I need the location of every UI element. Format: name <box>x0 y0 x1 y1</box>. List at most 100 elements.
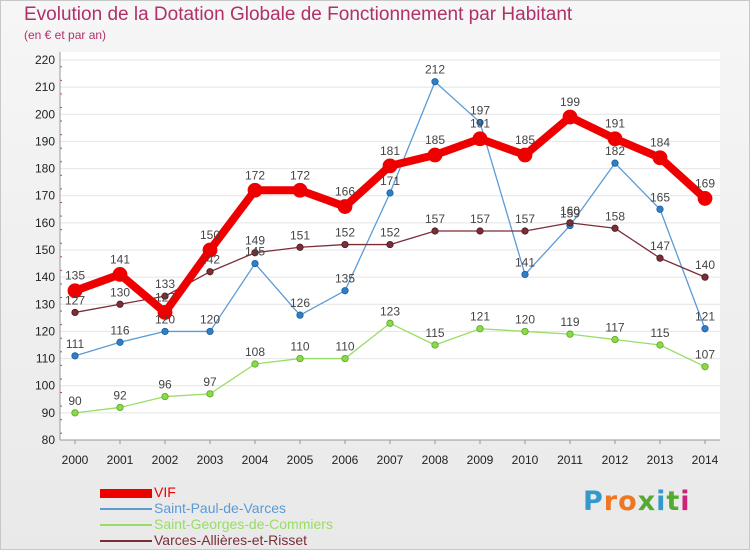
data-label: 92 <box>113 388 127 402</box>
data-label: 197 <box>470 103 490 117</box>
data-point <box>161 292 169 300</box>
data-label: 107 <box>695 348 715 362</box>
proxiti-logo: Proxiti <box>583 486 691 517</box>
data-point <box>71 352 79 360</box>
y-tick-label: 210 <box>35 80 55 94</box>
x-tick-label: 2004 <box>242 453 269 467</box>
data-point <box>251 259 259 268</box>
x-tick-label: 2003 <box>197 453 224 467</box>
data-label: 157 <box>425 212 445 226</box>
data-point <box>296 354 304 363</box>
data-label: 141 <box>110 252 130 266</box>
data-point <box>341 354 349 363</box>
data-label: 171 <box>380 174 400 188</box>
data-label: 110 <box>335 340 354 354</box>
data-point <box>157 305 173 320</box>
data-label: 135 <box>65 269 85 283</box>
legend-swatch <box>100 524 152 526</box>
data-label: 152 <box>380 226 400 240</box>
data-label: 120 <box>155 312 175 326</box>
data-point <box>701 325 709 333</box>
data-label: 165 <box>650 190 670 204</box>
x-tick-label: 2012 <box>602 453 629 467</box>
data-label: 133 <box>155 277 175 291</box>
data-point <box>472 131 488 147</box>
data-label: 149 <box>245 234 265 248</box>
data-label: 111 <box>66 337 85 351</box>
data-point <box>296 311 304 319</box>
data-point <box>116 300 124 308</box>
x-tick-label: 2014 <box>692 453 719 467</box>
data-point <box>247 182 263 198</box>
data-label: 159 <box>560 207 580 221</box>
x-tick-label: 2008 <box>422 453 449 467</box>
data-point <box>67 283 83 299</box>
y-tick-label: 140 <box>35 270 55 284</box>
data-point <box>476 227 484 235</box>
data-point <box>562 109 578 125</box>
y-tick-label: 220 <box>35 53 55 67</box>
y-tick-label: 190 <box>35 134 55 148</box>
data-label: 96 <box>158 378 172 392</box>
data-point <box>697 191 713 206</box>
data-point <box>607 131 623 147</box>
data-point <box>112 267 128 282</box>
data-label: 126 <box>290 296 310 310</box>
data-point <box>202 242 218 258</box>
data-label: 116 <box>110 323 129 337</box>
data-label: 185 <box>425 133 445 147</box>
chart-title: Evolution de la Dotation Globale de Fonc… <box>24 4 573 25</box>
data-point <box>161 327 169 336</box>
data-label: 166 <box>335 185 355 199</box>
x-tick-label: 2001 <box>107 453 134 467</box>
data-label: 151 <box>290 228 310 242</box>
data-point <box>341 240 349 249</box>
data-point <box>476 325 484 333</box>
data-label: 172 <box>290 168 310 182</box>
y-tick-label: 80 <box>42 433 56 447</box>
data-label: 90 <box>68 394 82 408</box>
data-point <box>431 78 439 86</box>
data-point <box>116 403 124 412</box>
data-point <box>116 338 124 346</box>
data-label: 115 <box>650 326 669 340</box>
data-label: 141 <box>515 255 535 269</box>
data-label: 108 <box>245 345 265 359</box>
data-label: 150 <box>200 228 220 242</box>
data-label: 135 <box>335 272 355 286</box>
data-label: 160 <box>560 204 580 218</box>
y-tick-label: 160 <box>35 216 55 230</box>
data-label: 158 <box>605 209 625 223</box>
data-point <box>656 341 664 349</box>
data-point <box>566 219 574 227</box>
data-point <box>161 392 169 401</box>
data-point <box>566 330 574 338</box>
chart-subtitle: (en € et par an) <box>24 28 107 42</box>
data-label: 120 <box>515 312 535 326</box>
data-point <box>341 287 349 295</box>
data-point <box>521 227 529 235</box>
data-point <box>611 159 619 167</box>
data-point <box>386 240 394 249</box>
data-point <box>611 335 619 344</box>
data-point <box>611 224 619 232</box>
data-label: 142 <box>200 253 220 267</box>
data-label: 97 <box>203 375 217 389</box>
y-tick-label: 100 <box>35 379 55 393</box>
legend-label: Varces-Allières-et-Risset <box>154 532 307 548</box>
data-label: 181 <box>380 144 400 158</box>
data-point <box>656 254 664 262</box>
x-tick-label: 2011 <box>557 453 583 467</box>
legend-swatch <box>100 508 152 510</box>
data-label: 123 <box>380 304 400 318</box>
legend-label: Saint-Paul-de-Varces <box>154 500 287 516</box>
data-point <box>206 268 214 276</box>
data-label: 140 <box>695 258 715 272</box>
y-tick-label: 90 <box>42 406 56 420</box>
data-label: 127 <box>65 293 85 307</box>
legend-item-vif: VIF <box>100 484 500 500</box>
data-label: 191 <box>470 117 490 131</box>
legend-item-saint-paul-de-varces: Saint-Paul-de-Varces <box>100 500 500 516</box>
data-label: 127 <box>155 290 175 304</box>
